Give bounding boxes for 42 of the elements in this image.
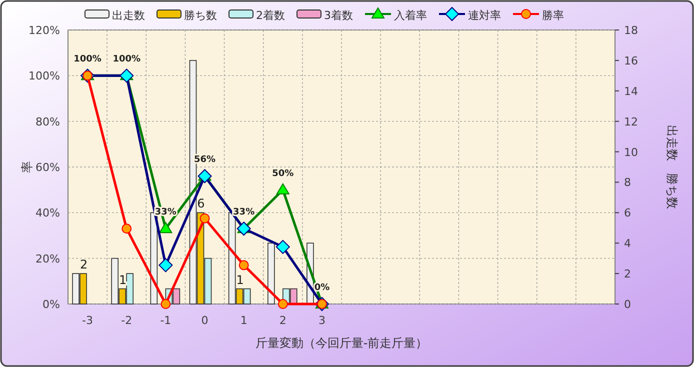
y-tick-label: 120% xyxy=(28,24,60,37)
data-label: 100% xyxy=(112,54,141,65)
y-tick-label: 40% xyxy=(36,206,60,220)
data-label: 2 xyxy=(80,258,88,272)
y2-tick-label: 14 xyxy=(624,84,638,98)
x-tick-label: 3 xyxy=(318,314,326,327)
legend-label: 連対率 xyxy=(468,9,501,22)
data-label: 6 xyxy=(197,196,205,211)
y2-tick-label: 8 xyxy=(624,176,631,190)
x-tick-label: 0 xyxy=(201,314,208,327)
legend-label: 勝率 xyxy=(542,9,564,22)
x-axis-title: 斤量変動（今回斤量-前走斤量） xyxy=(255,336,428,350)
x-tick-label: 2 xyxy=(279,314,286,327)
y2-tick-label: 4 xyxy=(624,237,631,250)
y2-tick-label: 16 xyxy=(624,54,638,68)
data-label: 100% xyxy=(74,54,102,65)
y2-tick-label: 6 xyxy=(624,206,631,220)
x-tick-label: 1 xyxy=(240,314,248,327)
x-tick-label: -1 xyxy=(160,314,172,327)
y-tick-label: 20% xyxy=(36,252,60,266)
data-label: 33% xyxy=(233,208,255,218)
y2-axis-title: 出走数 勝ち数 xyxy=(665,125,679,209)
x-tick-label: -2 xyxy=(121,314,132,327)
legend-label: 2着数 xyxy=(256,9,285,22)
y-tick-label: 80% xyxy=(36,115,60,128)
data-label: 1 xyxy=(236,272,244,287)
y-axis-title: 率 xyxy=(20,161,34,173)
y2-tick-label: 18 xyxy=(624,24,638,37)
legend-label: 3着数 xyxy=(324,9,353,22)
y2-tick-label: 10 xyxy=(624,146,638,159)
data-label: 1 xyxy=(119,272,127,287)
y-tick-label: 100% xyxy=(28,70,60,83)
legend-label: 勝ち数 xyxy=(184,9,217,22)
legend-label: 入着率 xyxy=(394,9,427,22)
y-tick-label: 60% xyxy=(36,161,60,174)
y2-tick-label: 0 xyxy=(624,298,631,311)
x-tick-label: -3 xyxy=(82,314,94,327)
y-tick-label: 0% xyxy=(42,298,60,311)
legend-label: 出走数 xyxy=(112,9,145,22)
data-label: 50% xyxy=(272,168,294,179)
y2-tick-label: 2 xyxy=(624,268,631,281)
y2-tick-label: 12 xyxy=(624,115,638,128)
